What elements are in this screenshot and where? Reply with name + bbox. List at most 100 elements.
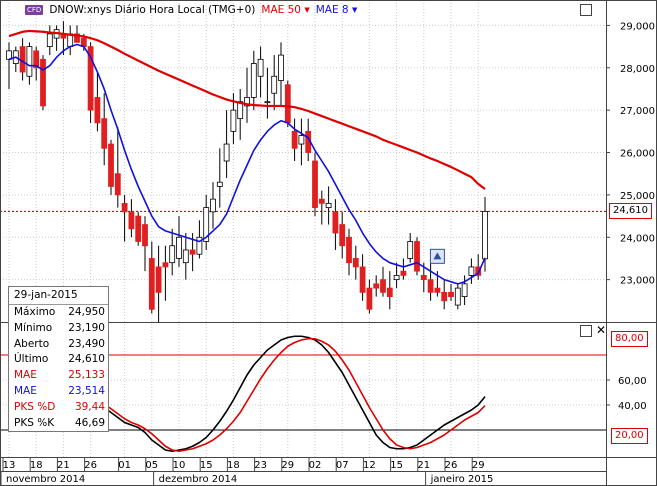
- candle: [366, 279, 373, 314]
- osc-lower-badge: 20,00: [611, 428, 648, 444]
- candle-body: [244, 97, 250, 107]
- time-axis: 13 18 21 26 01 05 10 15 18 23 29 02 07 12 15 21 26 29 nove…: [0, 457, 494, 486]
- candle-body: [210, 198, 216, 213]
- main-gridlines: [0, 0, 606, 322]
- candle-body: [94, 97, 101, 124]
- candle-body: [176, 236, 182, 259]
- candle-body: [264, 101, 271, 104]
- osc-upper-badge: 80,00: [611, 331, 648, 347]
- data-window-date: 29-jan-2015: [9, 287, 108, 305]
- candle: [468, 258, 475, 284]
- candle-body: [461, 283, 468, 297]
- candle: [448, 283, 454, 301]
- candle: [12, 46, 19, 73]
- candle: [142, 216, 148, 272]
- candle: [244, 67, 250, 123]
- data-window-row: Aberto 23,490: [9, 337, 108, 353]
- candle: [400, 258, 407, 280]
- candle: [352, 245, 359, 280]
- month-label: janeiro 2015: [430, 474, 494, 485]
- candle-body: [434, 287, 441, 293]
- candle: [271, 55, 278, 111]
- candle-body: [87, 46, 94, 111]
- candle: [135, 211, 142, 246]
- candle-body: [325, 202, 332, 209]
- candle: [148, 241, 155, 314]
- candle: [26, 42, 33, 85]
- candle: [6, 42, 12, 89]
- candle: [407, 233, 414, 263]
- last-price-badge: 24,610: [609, 203, 652, 219]
- mae50-label: MAE 50: [261, 4, 301, 16]
- maximize-main-icon[interactable]: [580, 4, 592, 16]
- candle: [53, 25, 60, 51]
- candle-body: [216, 181, 223, 187]
- candle-body: [298, 135, 305, 145]
- row-value: 24,950: [68, 306, 105, 318]
- mae50-dropdown-icon[interactable]: ▼: [304, 6, 310, 14]
- x-tick-label: 12: [363, 460, 376, 471]
- row-value: 46,69: [74, 416, 105, 429]
- candle: [203, 194, 210, 250]
- row-label: Mínimo: [14, 321, 53, 334]
- data-window-row: Último 24,610: [9, 352, 108, 368]
- candle: [121, 194, 128, 242]
- candle-body: [420, 274, 427, 281]
- candle-body: [339, 224, 346, 247]
- candle-body: [114, 173, 121, 196]
- x-tick-label: 29: [472, 460, 485, 471]
- mae8-dropdown-icon[interactable]: ▼: [351, 6, 358, 14]
- candle: [33, 46, 40, 81]
- candle-body: [427, 279, 434, 293]
- candle-body: [380, 279, 386, 293]
- candle: [46, 25, 53, 56]
- candle: [101, 93, 108, 166]
- candle-body: [74, 33, 80, 43]
- x-tick-label: 02: [309, 460, 322, 471]
- candle: [393, 262, 400, 289]
- chart-header: CFD DNOW:xnys Diário Hora Local (TMG+0) …: [25, 3, 358, 17]
- candle-body: [332, 211, 339, 234]
- candle-body: [366, 287, 373, 310]
- candle: [325, 186, 332, 225]
- candle: [210, 182, 216, 229]
- candle-body: [393, 274, 400, 281]
- candlesticks: [6, 21, 488, 322]
- candle-body: [223, 143, 230, 162]
- y-tick-label: 60,00: [618, 376, 647, 387]
- date-value: 29-jan-2015: [14, 289, 78, 301]
- y-tick-label: 28,000: [620, 64, 655, 75]
- row-label: PKS %K: [14, 416, 55, 429]
- candle: [250, 50, 257, 111]
- candle: [278, 42, 284, 106]
- candle-body: [359, 266, 366, 293]
- moving-averages: [8, 29, 486, 285]
- candle: [67, 25, 74, 56]
- candle-body: [46, 33, 53, 48]
- alert-triangle: [433, 252, 442, 260]
- candle-body: [237, 101, 244, 120]
- x-tick-label: 15: [390, 460, 403, 471]
- mae50-legend[interactable]: MAE 50 ▼: [261, 4, 309, 16]
- data-window-row: MAE 23,514: [9, 384, 108, 400]
- alert-marker-icon[interactable]: [429, 248, 445, 264]
- candle: [427, 262, 434, 301]
- candle-body: [196, 236, 203, 255]
- x-tick-label: 26: [84, 460, 97, 471]
- row-value: 24,610: [68, 353, 105, 366]
- candle: [40, 55, 46, 111]
- candle-body: [155, 266, 162, 293]
- maximize-osc-icon[interactable]: [580, 325, 592, 337]
- candle: [339, 211, 346, 259]
- candle: [380, 266, 386, 297]
- mae8-legend[interactable]: MAE 8 ▼: [316, 4, 358, 16]
- data-window-row: PKS %D 39,44: [9, 400, 108, 416]
- close-osc-icon[interactable]: ✕: [596, 323, 607, 337]
- y-tick-label: 23,000: [620, 276, 655, 287]
- candle-body: [162, 262, 169, 268]
- y-tick-label: 24,000: [620, 233, 655, 244]
- candle: [94, 72, 101, 132]
- candle-body: [26, 46, 33, 77]
- symbol-title[interactable]: DNOW:xnys Diário Hora Local (TMG+0): [49, 4, 256, 16]
